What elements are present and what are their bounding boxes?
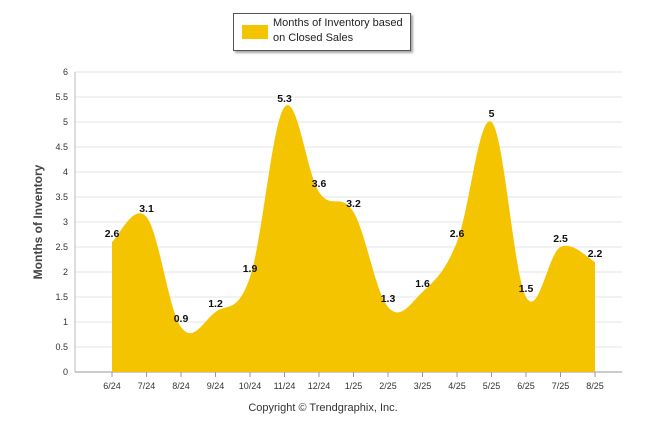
x-tick-label: 5/25 — [483, 381, 501, 391]
y-tick-label: 2.5 — [55, 242, 68, 252]
data-label: 1.9 — [243, 263, 258, 275]
data-label: 3.1 — [139, 203, 154, 215]
x-tick-label: 11/24 — [274, 381, 296, 391]
y-tick-label: 1 — [63, 317, 68, 327]
data-label: 1.3 — [381, 293, 396, 305]
y-tick-label: 4.5 — [55, 142, 68, 152]
x-tick-label: 7/25 — [552, 381, 570, 391]
y-tick-label: 0.5 — [55, 342, 68, 352]
y-tick-label: 5.5 — [55, 92, 68, 102]
series-area — [112, 105, 595, 372]
y-tick-label: 1.5 — [55, 292, 68, 302]
y-axis-title: Months of Inventory — [31, 164, 45, 279]
data-label: 2.2 — [588, 248, 603, 260]
data-label: 5 — [489, 108, 495, 120]
data-label: 1.5 — [519, 283, 534, 295]
data-label: 2.5 — [553, 233, 568, 245]
chart-legend: Months of Inventory based on Closed Sale… — [233, 13, 411, 51]
legend-label-line2: on Closed Sales — [273, 32, 354, 44]
x-tick-label: 8/25 — [586, 381, 604, 391]
y-tick-label: 0 — [63, 367, 68, 377]
x-tick-label: 2/25 — [379, 381, 397, 391]
x-tick-label: 6/25 — [517, 381, 535, 391]
legend-label-line1: Months of Inventory based — [273, 17, 403, 29]
x-tick-label: 6/24 — [103, 381, 121, 391]
data-label: 1.6 — [415, 278, 430, 290]
y-tick-label: 3 — [63, 217, 68, 227]
data-label: 2.6 — [450, 228, 465, 240]
x-tick-label: 10/24 — [239, 381, 262, 391]
x-tick-label: 8/24 — [172, 381, 190, 391]
y-tick-label: 5 — [63, 117, 68, 127]
legend-swatch — [242, 25, 268, 39]
x-tick-label: 3/25 — [414, 381, 432, 391]
copyright-footer: Copyright © Trendgraphix, Inc. — [248, 402, 398, 414]
y-tick-label: 2 — [63, 267, 68, 277]
data-label: 1.2 — [208, 298, 223, 310]
data-label: 3.2 — [346, 198, 361, 210]
y-tick-label: 3.5 — [55, 192, 68, 202]
data-label: 2.6 — [105, 228, 120, 240]
data-label: 3.6 — [312, 178, 327, 190]
legend-label: Months of Inventory based on Closed Sale… — [273, 16, 409, 46]
x-tick-label: 7/24 — [138, 381, 156, 391]
data-label: 5.3 — [277, 93, 292, 105]
y-tick-label: 6 — [63, 67, 68, 77]
data-label: 0.9 — [174, 313, 189, 325]
y-tick-label: 4 — [63, 167, 68, 177]
x-tick-label: 4/25 — [448, 381, 466, 391]
x-tick-label: 1/25 — [345, 381, 363, 391]
x-tick-label: 9/24 — [207, 381, 225, 391]
x-tick-label: 12/24 — [308, 381, 331, 391]
